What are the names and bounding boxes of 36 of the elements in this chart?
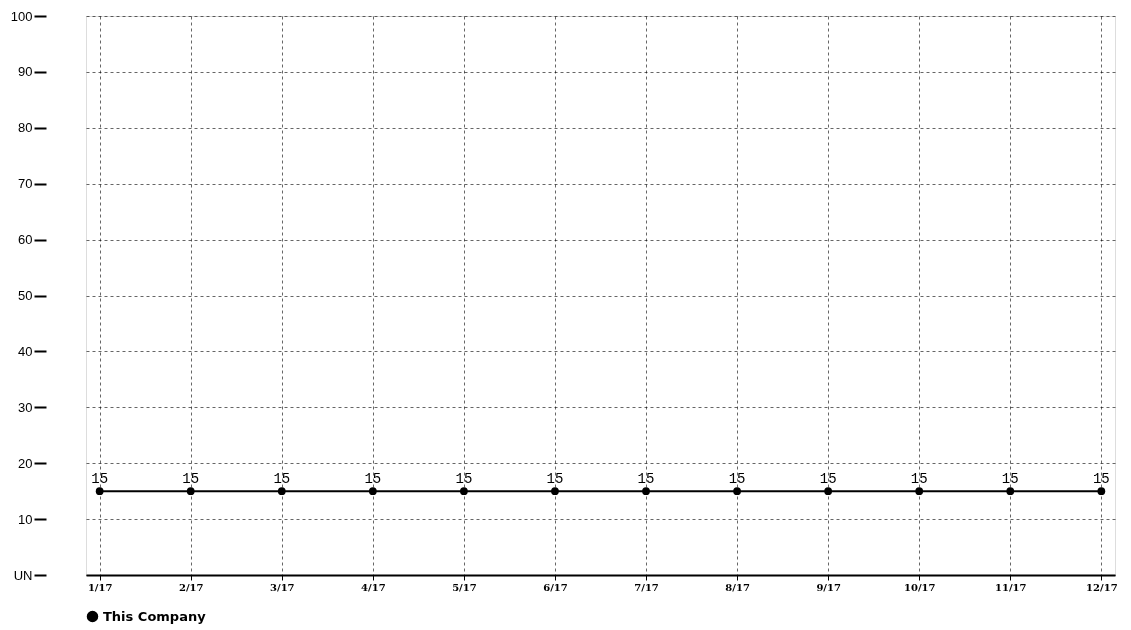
x-tick-label: 2/17 xyxy=(178,581,204,593)
x-tick-label: 1/17 xyxy=(87,581,113,593)
y-tick-label: UN xyxy=(13,567,33,583)
data-label: 15 xyxy=(1092,471,1110,488)
y-tick-label: 40 xyxy=(18,343,33,359)
x-tick-label: 5/17 xyxy=(452,581,477,593)
x-tick-label: 12/17 xyxy=(1086,581,1118,593)
data-label: 15 xyxy=(273,471,291,488)
x-tick-label: 6/17 xyxy=(543,581,568,593)
legend-label: This Company xyxy=(103,608,207,624)
x-tick-label: 7/17 xyxy=(634,581,659,593)
data-label: 15 xyxy=(182,471,200,488)
data-label: 15 xyxy=(1001,471,1019,488)
data-label: 15 xyxy=(728,471,746,488)
y-tick-label: 100 xyxy=(10,8,33,24)
x-tick-label: 9/17 xyxy=(816,581,841,593)
data-label: 15 xyxy=(91,471,109,488)
x-tick-label: 3/17 xyxy=(270,581,295,593)
data-label: 15 xyxy=(546,471,564,488)
x-tick-label: 4/17 xyxy=(361,581,386,593)
data-label: 15 xyxy=(910,471,928,488)
x-tick-label: 10/17 xyxy=(903,581,936,593)
y-tick-label: 60 xyxy=(18,232,33,248)
data-label: 15 xyxy=(819,471,837,488)
y-tick-label: 90 xyxy=(18,64,33,80)
y-tick-label: 10 xyxy=(18,511,33,527)
data-label: 15 xyxy=(455,471,473,488)
data-label: 15 xyxy=(364,471,382,488)
y-tick-label: 20 xyxy=(18,455,33,471)
y-tick-label: 80 xyxy=(18,120,33,136)
y-tick-label: 70 xyxy=(18,176,33,192)
data-label: 15 xyxy=(637,471,655,488)
x-tick-label: 11/17 xyxy=(995,581,1027,593)
x-tick-label: 8/17 xyxy=(725,581,750,593)
y-tick-label: 30 xyxy=(18,399,33,415)
y-tick-label: 50 xyxy=(18,288,33,303)
